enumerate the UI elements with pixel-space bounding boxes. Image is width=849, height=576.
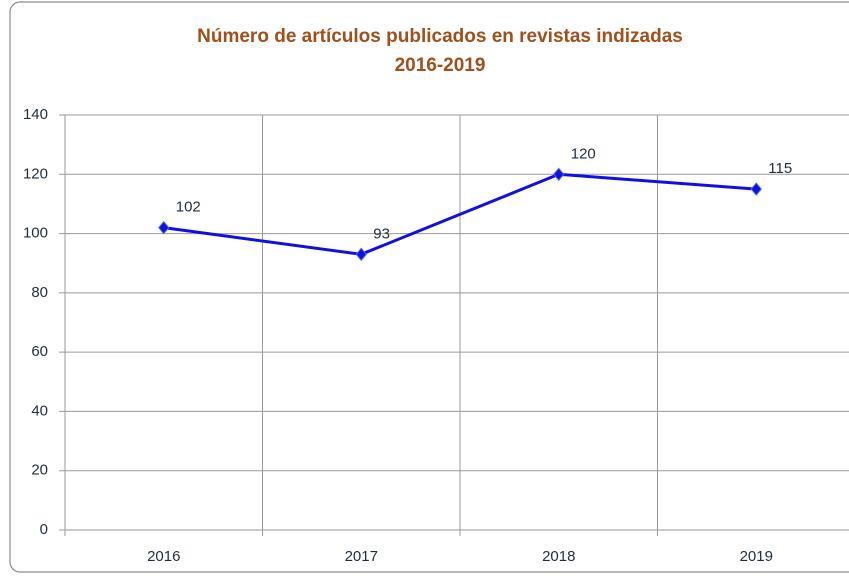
y-tick-label: 100 (23, 225, 48, 242)
y-tick-label: 40 (31, 402, 48, 419)
data-label: 120 (571, 145, 596, 162)
x-tick-label: 2017 (345, 548, 378, 565)
chart-title: Número de artículos publicados en revist… (197, 26, 683, 47)
marker (750, 182, 762, 196)
y-tick-label: 20 (31, 462, 48, 479)
chart-border (9, 1, 849, 573)
marker (553, 167, 565, 182)
y-tick-label: 120 (23, 165, 48, 182)
line (163, 172, 757, 256)
data-label: 115 (768, 160, 792, 177)
y-tick-label: 140 (23, 106, 48, 123)
y-tick-label: 80 (31, 284, 48, 301)
marker (158, 220, 170, 235)
chart-subtitle: 2016-2019 (395, 55, 486, 76)
x-tick-label: 2019 (740, 548, 773, 565)
x-tick-label: 2018 (542, 548, 575, 565)
y-tick-label: 60 (31, 343, 48, 360)
marker (355, 247, 367, 262)
data-label: 93 (373, 225, 390, 242)
x-tick-label: 2016 (147, 548, 180, 565)
y-tick-label: 0 (40, 521, 48, 538)
data-label: 102 (176, 199, 201, 216)
